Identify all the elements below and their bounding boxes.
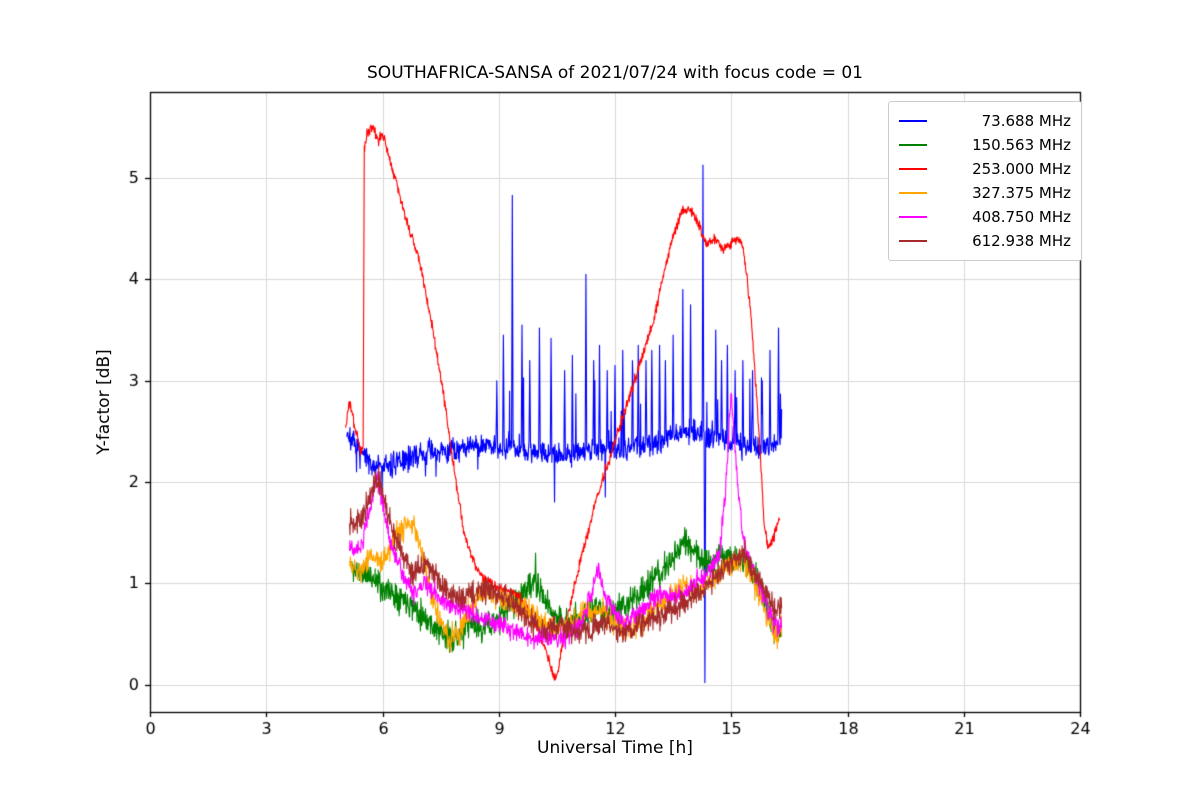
x-axis-label: Universal Time [h] (537, 738, 693, 758)
legend-line-swatch (899, 240, 927, 242)
legend: 73.688 MHz 150.563 MHz 253.000 MHz 327.375 … (888, 101, 1082, 261)
legend-item: 408.750 MHz (899, 205, 1071, 229)
legend-line-swatch (899, 168, 927, 170)
legend-line-swatch (899, 216, 927, 218)
legend-item: 73.688 MHz (899, 109, 1071, 133)
legend-label: 73.688 MHz (976, 112, 1071, 130)
legend-line-swatch (899, 144, 927, 146)
legend-label: 408.750 MHz (972, 208, 1071, 226)
legend-label: 327.375 MHz (972, 184, 1071, 202)
legend-label: 253.000 MHz (972, 160, 1071, 178)
legend-item: 612.938 MHz (899, 229, 1071, 253)
legend-label: 150.563 MHz (972, 136, 1071, 154)
legend-item: 253.000 MHz (899, 157, 1071, 181)
y-axis-label: Y-factor [dB] (94, 349, 114, 455)
legend-line-swatch (899, 120, 927, 122)
legend-item: 327.375 MHz (899, 181, 1071, 205)
chart-title: SOUTHAFRICA-SANSA of 2021/07/24 with foc… (367, 63, 863, 83)
legend-line-swatch (899, 192, 927, 194)
legend-label: 612.938 MHz (972, 232, 1071, 250)
legend-item: 150.563 MHz (899, 133, 1071, 157)
